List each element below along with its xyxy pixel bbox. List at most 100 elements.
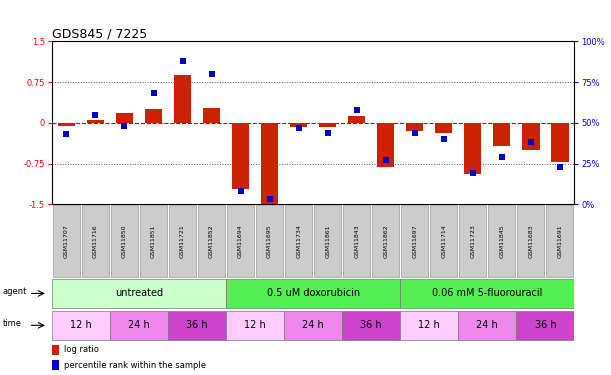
FancyBboxPatch shape — [140, 205, 167, 277]
FancyBboxPatch shape — [314, 205, 342, 277]
FancyBboxPatch shape — [285, 205, 312, 277]
FancyBboxPatch shape — [198, 205, 225, 277]
FancyBboxPatch shape — [546, 205, 574, 277]
Bar — [58, 123, 75, 126]
FancyBboxPatch shape — [227, 205, 254, 277]
Point — [439, 136, 448, 142]
FancyBboxPatch shape — [343, 205, 370, 277]
Point — [352, 107, 362, 113]
Text: GSM11691: GSM11691 — [557, 224, 562, 258]
Point — [381, 158, 390, 164]
Text: 24 h: 24 h — [128, 320, 150, 330]
Bar — [406, 123, 423, 131]
FancyBboxPatch shape — [111, 205, 138, 277]
Text: untreated: untreated — [115, 288, 163, 298]
Point — [323, 130, 332, 136]
Text: GSM11683: GSM11683 — [529, 224, 533, 258]
Text: 0.06 mM 5-fluorouracil: 0.06 mM 5-fluorouracil — [432, 288, 543, 298]
Bar — [464, 123, 481, 174]
Bar — [145, 109, 163, 123]
FancyBboxPatch shape — [168, 310, 226, 340]
FancyBboxPatch shape — [372, 205, 400, 277]
Point — [178, 58, 188, 64]
Bar — [174, 75, 191, 123]
Point — [207, 71, 216, 77]
FancyBboxPatch shape — [342, 310, 400, 340]
Text: GDS845 / 7225: GDS845 / 7225 — [52, 27, 147, 40]
FancyBboxPatch shape — [53, 205, 80, 277]
Bar — [522, 123, 540, 150]
Point — [236, 188, 246, 194]
FancyBboxPatch shape — [400, 310, 458, 340]
Bar — [348, 116, 365, 123]
Point — [62, 131, 71, 137]
Point — [468, 170, 478, 176]
Text: 36 h: 36 h — [360, 320, 382, 330]
FancyBboxPatch shape — [226, 279, 400, 308]
Bar — [261, 123, 279, 206]
Text: percentile rank within the sample: percentile rank within the sample — [64, 361, 205, 370]
Text: GSM11695: GSM11695 — [267, 224, 272, 258]
Text: GSM11851: GSM11851 — [151, 224, 156, 258]
Point — [148, 90, 158, 96]
Point — [294, 125, 304, 131]
Bar — [52, 360, 59, 370]
Text: GSM11697: GSM11697 — [412, 224, 417, 258]
FancyBboxPatch shape — [256, 205, 284, 277]
FancyBboxPatch shape — [52, 310, 110, 340]
Bar — [435, 123, 452, 133]
FancyBboxPatch shape — [52, 279, 226, 308]
Bar — [52, 345, 59, 355]
FancyBboxPatch shape — [226, 310, 284, 340]
FancyBboxPatch shape — [459, 205, 486, 277]
FancyBboxPatch shape — [488, 205, 516, 277]
FancyBboxPatch shape — [284, 310, 342, 340]
Point — [526, 140, 536, 146]
Text: GSM11862: GSM11862 — [383, 224, 388, 258]
Bar — [203, 108, 220, 123]
FancyBboxPatch shape — [430, 205, 458, 277]
Bar — [551, 123, 568, 162]
Bar — [232, 123, 249, 189]
FancyBboxPatch shape — [169, 205, 196, 277]
Point — [265, 196, 274, 202]
Text: GSM11714: GSM11714 — [441, 224, 446, 258]
Text: GSM11721: GSM11721 — [180, 224, 185, 258]
Point — [410, 130, 420, 136]
Text: GSM11694: GSM11694 — [238, 224, 243, 258]
Bar — [493, 123, 510, 146]
FancyBboxPatch shape — [517, 205, 544, 277]
Text: 12 h: 12 h — [419, 320, 440, 330]
Point — [90, 112, 100, 118]
Text: 0.5 uM doxorubicin: 0.5 uM doxorubicin — [266, 288, 360, 298]
Bar — [87, 120, 104, 123]
Point — [497, 154, 507, 160]
Bar — [377, 123, 395, 167]
Point — [120, 123, 130, 129]
Text: 12 h: 12 h — [70, 320, 92, 330]
Text: GSM11850: GSM11850 — [122, 224, 127, 258]
Text: GSM11716: GSM11716 — [93, 224, 98, 258]
FancyBboxPatch shape — [401, 205, 428, 277]
FancyBboxPatch shape — [110, 310, 168, 340]
FancyBboxPatch shape — [516, 310, 574, 340]
Text: 24 h: 24 h — [302, 320, 324, 330]
FancyBboxPatch shape — [82, 205, 109, 277]
Text: GSM11861: GSM11861 — [325, 224, 330, 258]
Text: 36 h: 36 h — [535, 320, 556, 330]
Text: time: time — [2, 319, 21, 328]
Text: GSM11734: GSM11734 — [296, 224, 301, 258]
Text: 24 h: 24 h — [477, 320, 498, 330]
FancyBboxPatch shape — [458, 310, 516, 340]
Text: GSM11723: GSM11723 — [470, 224, 475, 258]
FancyBboxPatch shape — [400, 279, 574, 308]
Text: GSM11845: GSM11845 — [499, 224, 504, 258]
Point — [555, 164, 565, 170]
Text: GSM11843: GSM11843 — [354, 224, 359, 258]
Text: 36 h: 36 h — [186, 320, 208, 330]
Text: GSM11852: GSM11852 — [209, 224, 214, 258]
Bar — [116, 113, 133, 123]
Bar — [290, 123, 307, 127]
Text: agent: agent — [2, 287, 27, 296]
Text: log ratio: log ratio — [64, 345, 98, 354]
